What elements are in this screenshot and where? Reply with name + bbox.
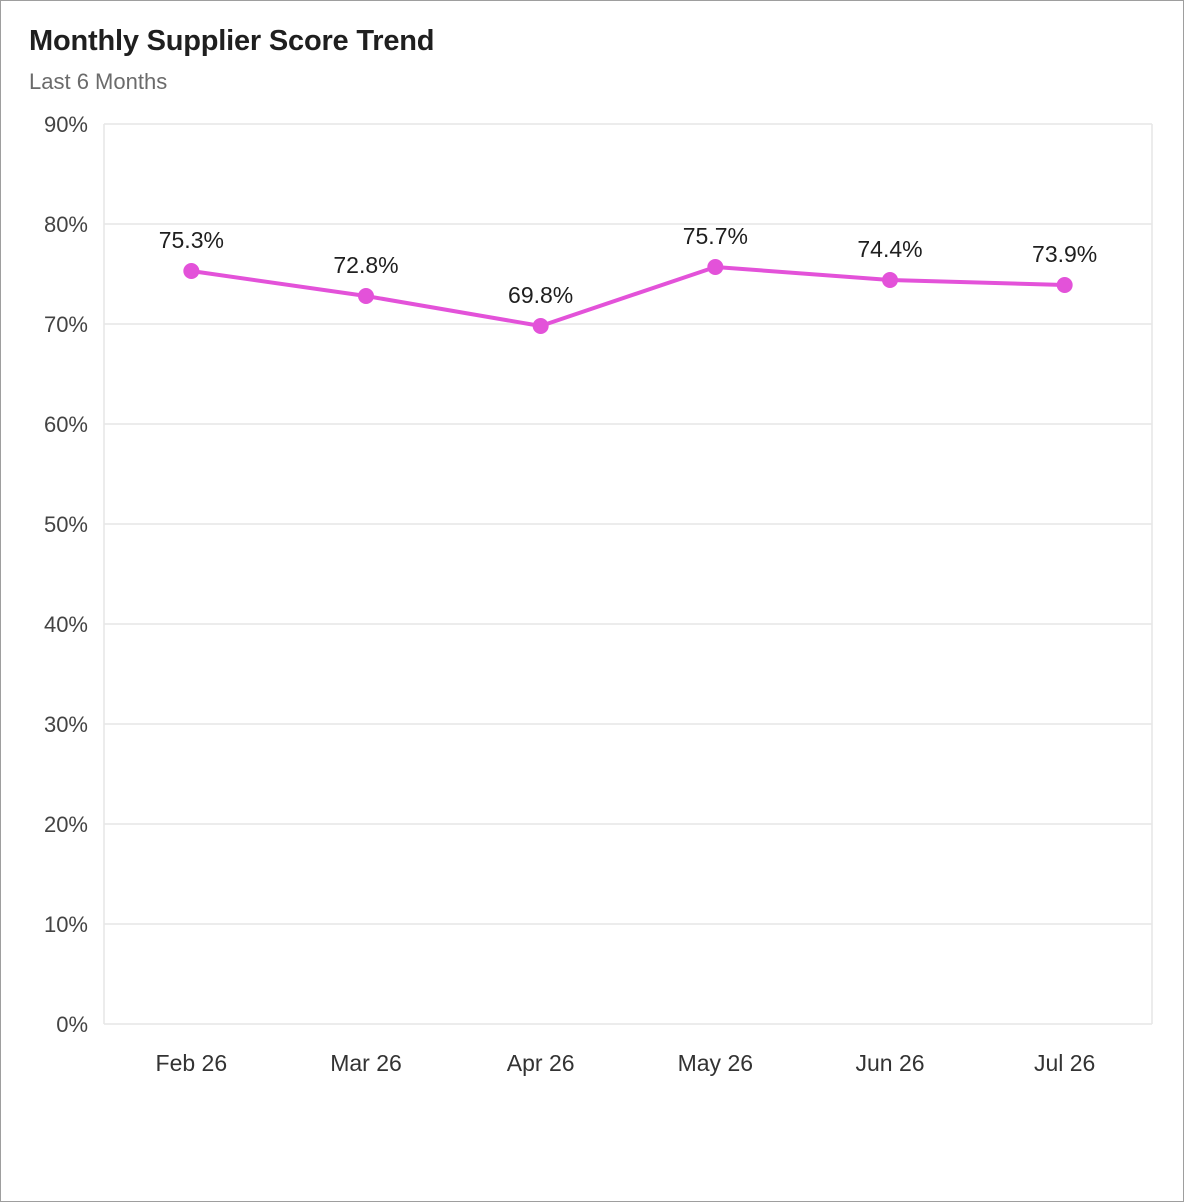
data-point (358, 288, 374, 304)
y-tick-label: 40% (44, 612, 88, 637)
y-tick-label: 0% (56, 1012, 88, 1037)
grid-lines (103, 123, 1153, 1025)
data-point (183, 263, 200, 279)
y-tick-label: 70% (44, 312, 88, 337)
x-tick-label: Jul 26 (1034, 1050, 1095, 1076)
y-tick-label: 90% (44, 112, 88, 137)
x-tick-label: Feb 26 (156, 1050, 228, 1076)
y-tick-label: 80% (44, 212, 88, 237)
data-point (532, 318, 549, 334)
x-tick-label: Mar 26 (330, 1050, 402, 1076)
data-label: 74.4% (857, 236, 922, 262)
x-tick-label: Jun 26 (855, 1050, 924, 1076)
data-point (882, 272, 898, 288)
data-label: 72.8% (333, 252, 398, 278)
data-point (707, 259, 724, 275)
chart-subtitle: Last 6 Months (29, 69, 168, 94)
chart-title: Monthly Supplier Score Trend (29, 25, 435, 57)
y-axis: 0% 10% 20% 30% 40% 50% 60% 70% 80% 90% (44, 112, 88, 1037)
series-layer: 75.3% 72.8% 69.8% 75.7% 74.4% 73.9% (159, 223, 1097, 334)
series-line (189, 265, 1067, 328)
data-label: 75.3% (159, 227, 224, 253)
data-label: 73.9% (1032, 241, 1097, 267)
data-label: 69.8% (508, 282, 573, 308)
x-tick-label: Apr 26 (507, 1050, 575, 1076)
data-label: 75.7% (683, 223, 748, 249)
x-axis: Feb 26 Mar 26 Apr 26 May 26 Jun 26 Jul 26 (156, 1050, 1096, 1076)
y-tick-label: 30% (44, 712, 88, 737)
y-tick-label: 50% (44, 512, 88, 537)
x-tick-label: May 26 (678, 1050, 753, 1076)
y-tick-label: 20% (44, 812, 88, 837)
y-tick-label: 10% (44, 912, 88, 937)
y-tick-label: 60% (44, 412, 88, 437)
data-point (1056, 277, 1073, 293)
